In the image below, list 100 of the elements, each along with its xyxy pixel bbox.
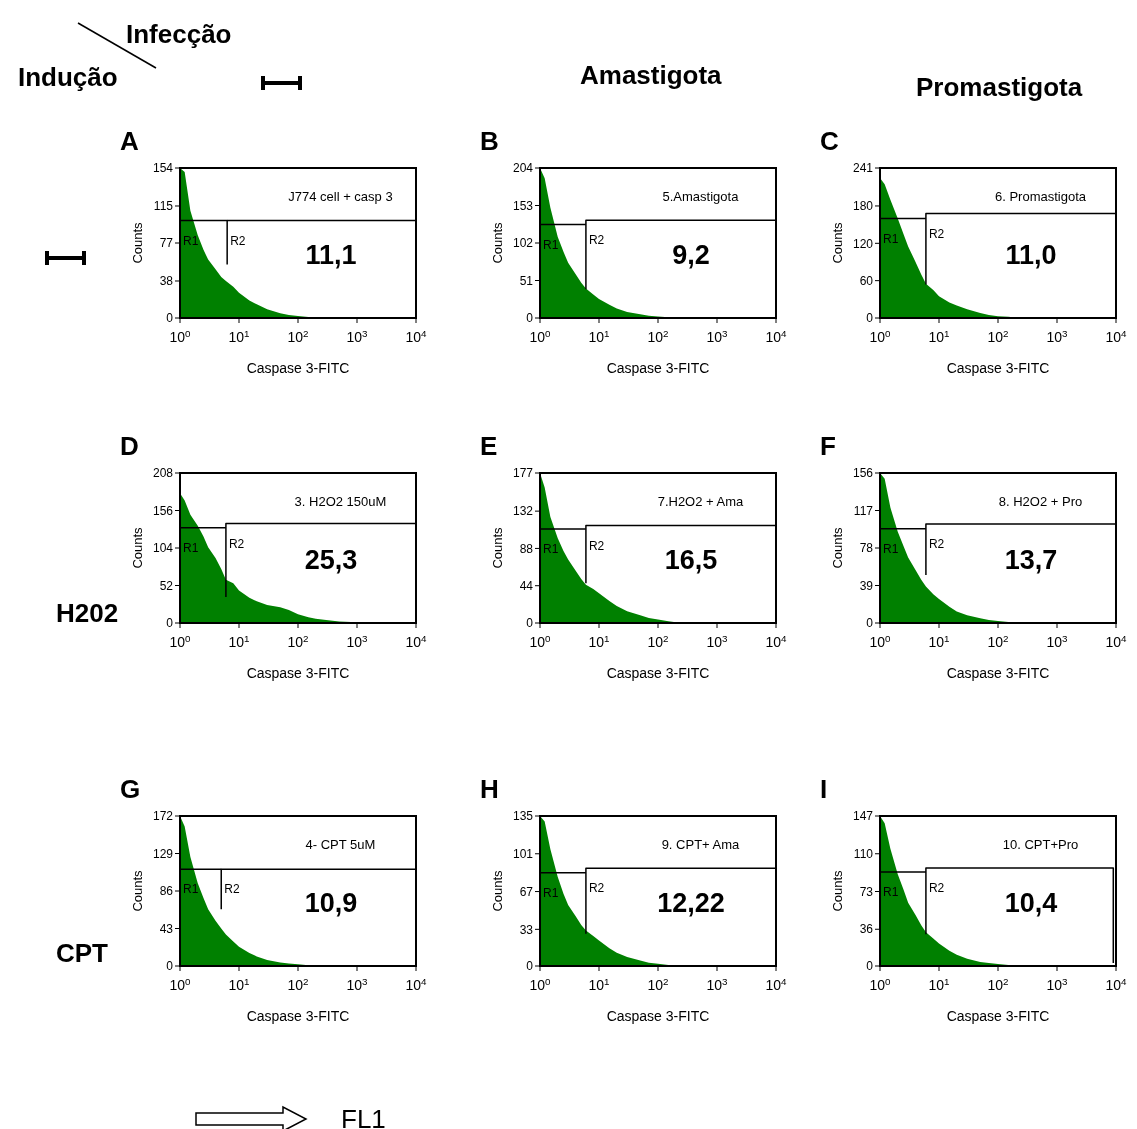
- x-tick-label: 10$^{0}$: [529, 975, 552, 993]
- y-tick-label: 73: [859, 884, 874, 899]
- chart-title: A: [120, 126, 139, 156]
- y-tick-label: 0: [166, 959, 174, 974]
- y-tick-label: 0: [866, 959, 874, 974]
- series-label: R1: [883, 541, 899, 556]
- x-tick-label: 10$^{4}$: [765, 632, 788, 650]
- y-tick-label: 78: [859, 541, 874, 556]
- y-axis-title: Counts: [490, 526, 505, 569]
- series-label: R2: [928, 537, 945, 552]
- y-axis-title: Counts: [490, 869, 505, 912]
- y-tick-label: 0: [866, 311, 874, 326]
- x-tick-label: 10$^{0}$: [869, 632, 892, 650]
- y-axis-title: Counts: [130, 221, 145, 264]
- annotation: 4- CPT 5uM: [305, 837, 376, 852]
- chart-title: B: [480, 126, 499, 156]
- y-tick-label: 86: [159, 884, 174, 899]
- x-tick-label: 10$^{4}$: [405, 327, 428, 345]
- y-tick-label: 0: [866, 616, 874, 631]
- x-tick-label: 10$^{0}$: [529, 632, 552, 650]
- annotation: 25,3: [304, 545, 358, 575]
- x-tick-label: 10$^{4}$: [765, 327, 788, 345]
- x-tick-label: 10$^{3}$: [346, 327, 369, 345]
- chart-title: E: [480, 431, 498, 461]
- y-tick-label: 104: [152, 541, 174, 556]
- y-axis-title: Counts: [490, 221, 505, 264]
- annotation: 3. H2O2 150uM: [294, 494, 387, 509]
- x-tick-label: 10$^{1}$: [228, 632, 250, 650]
- x-tick-label: 10$^{1}$: [228, 975, 250, 993]
- y-axis-title: Counts: [830, 869, 845, 912]
- annotation: 9,2: [672, 240, 710, 270]
- y-tick-label: 241: [852, 161, 874, 176]
- x-tick-label: 10$^{1}$: [928, 975, 950, 993]
- annotation: 12,22: [657, 888, 725, 918]
- x-tick-label: 10$^{1}$: [928, 327, 950, 345]
- annotation: 10,4: [1004, 888, 1058, 918]
- x-tick-label: 10$^{1}$: [228, 327, 250, 345]
- x-tick-label: 10$^{1}$: [588, 975, 610, 993]
- y-tick-label: 117: [853, 503, 874, 518]
- x-tick-label: 10$^{0}$: [869, 327, 892, 345]
- x-tick-label: 10$^{1}$: [588, 632, 610, 650]
- text: FL1: [341, 1104, 386, 1129]
- x-tick-label: 10$^{0}$: [169, 975, 192, 993]
- chart-title: D: [120, 431, 139, 461]
- series-label: R2: [588, 233, 605, 248]
- annotation: 6. Promastigota: [994, 189, 1087, 204]
- x-tick-label: 10$^{3}$: [346, 632, 369, 650]
- x-tick-label: 10$^{0}$: [869, 975, 892, 993]
- y-tick-label: 156: [852, 466, 874, 481]
- series-label: R2: [228, 536, 245, 551]
- chart-title: C: [820, 126, 839, 156]
- x-axis-title: Caspase 3-FITC: [606, 1008, 710, 1024]
- x-tick-label: 10$^{2}$: [287, 975, 309, 993]
- chart-title: F: [820, 431, 836, 461]
- x-tick-label: 10$^{1}$: [588, 327, 610, 345]
- annotation: 16,5: [664, 545, 718, 575]
- annotation: 5.Amastigota: [662, 189, 740, 204]
- y-tick-label: 135: [512, 809, 534, 824]
- x-tick-label: 10$^{2}$: [647, 632, 669, 650]
- x-tick-label: 10$^{0}$: [169, 327, 192, 345]
- x-tick-label: 10$^{2}$: [987, 327, 1009, 345]
- x-axis-title: Caspase 3-FITC: [246, 665, 350, 681]
- series-label: R2: [224, 882, 240, 897]
- text: Promastigota: [916, 72, 1083, 102]
- y-tick-label: 177: [512, 466, 534, 481]
- y-axis-title: Counts: [130, 526, 145, 569]
- x-tick-label: 10$^{2}$: [647, 975, 669, 993]
- y-tick-label: 43: [159, 921, 174, 936]
- x-tick-label: 10$^{0}$: [169, 632, 192, 650]
- y-tick-label: 147: [852, 809, 874, 824]
- y-tick-label: 77: [159, 236, 174, 251]
- text: CPT: [56, 938, 109, 968]
- x-axis-title: Caspase 3-FITC: [946, 1008, 1050, 1024]
- x-tick-label: 10$^{4}$: [1105, 632, 1128, 650]
- annotation: 11,1: [305, 240, 357, 270]
- y-tick-label: 0: [166, 311, 174, 326]
- x-tick-label: 10$^{4}$: [405, 632, 428, 650]
- series-label: R2: [588, 538, 605, 553]
- y-tick-label: 36: [859, 922, 874, 937]
- x-tick-label: 10$^{3}$: [346, 975, 369, 993]
- series-label: R1: [543, 542, 559, 557]
- x-tick-label: 10$^{3}$: [1046, 975, 1069, 993]
- y-axis-title: Counts: [830, 221, 845, 264]
- y-tick-label: 39: [859, 578, 874, 593]
- series-label: R2: [588, 881, 605, 896]
- series-label: R1: [543, 885, 559, 900]
- y-tick-label: 0: [526, 959, 534, 974]
- annotation: 8. H2O2 + Pro: [998, 494, 1083, 509]
- y-tick-label: 120: [852, 236, 874, 251]
- x-tick-label: 10$^{2}$: [287, 632, 309, 650]
- y-tick-label: 208: [152, 466, 174, 481]
- chart-title: I: [820, 774, 828, 804]
- x-tick-label: 10$^{4}$: [1105, 327, 1128, 345]
- x-tick-label: 10$^{3}$: [706, 975, 729, 993]
- y-tick-label: 52: [159, 578, 174, 593]
- y-tick-label: 154: [152, 161, 174, 176]
- y-tick-label: 115: [153, 199, 174, 214]
- y-tick-label: 156: [152, 503, 174, 518]
- annotation: 13,7: [1004, 545, 1058, 575]
- series-label: R1: [883, 231, 899, 246]
